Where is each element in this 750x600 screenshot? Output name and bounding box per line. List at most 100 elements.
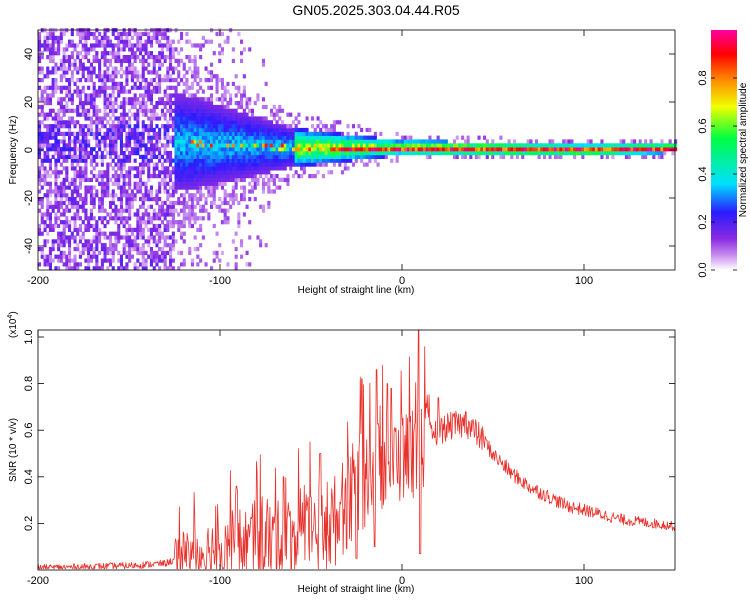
spectrogram-cell <box>655 147 659 152</box>
spectrogram-cell <box>76 104 80 110</box>
spectrogram-cell <box>204 143 208 148</box>
spectrogram-cell <box>188 131 192 136</box>
spectrogram-cell <box>114 204 118 209</box>
spectrogram-cell <box>537 147 541 152</box>
spectrogram-cell <box>46 262 50 267</box>
spectrogram-cell <box>65 131 69 136</box>
spectrogram-cell <box>38 151 42 156</box>
spectrogram-cell <box>275 139 279 144</box>
spectrogram-cell <box>92 120 96 125</box>
spectrogram-cell <box>201 235 205 240</box>
spectrogram-cell <box>57 151 61 156</box>
spectrogram-cell <box>133 66 137 71</box>
spectrogram-cell <box>311 151 315 156</box>
spectrogram-cell <box>204 262 208 267</box>
spectrogram-cell <box>147 135 151 140</box>
spectrogram-cell <box>193 139 197 144</box>
spectrogram-cell <box>188 101 192 106</box>
spectrogram-cell <box>253 124 257 129</box>
spectrogram-y-label: Frequency (Hz) <box>8 116 19 185</box>
spectrogram-cell <box>158 151 162 156</box>
spectrogram-cell <box>182 174 186 179</box>
spectrogram-cell <box>43 166 47 171</box>
spectrogram-cell <box>95 254 99 259</box>
spectrogram-cell <box>149 254 153 259</box>
spectrogram-cell <box>253 139 257 144</box>
spectrogram-cell <box>485 143 489 148</box>
spectrogram-cell <box>106 85 110 90</box>
spectrogram-cell <box>242 120 246 125</box>
spectrogram-cell <box>275 143 279 148</box>
spectrogram-cell <box>43 131 47 136</box>
spectrogram-cell <box>182 89 186 94</box>
spectrogram-cell <box>190 104 194 110</box>
spectrogram-cell <box>119 166 123 171</box>
spectrogram-cell <box>128 247 132 252</box>
y-tick-label: 40 <box>23 48 35 60</box>
spectrogram-cell <box>163 250 167 255</box>
spectrogram-cell <box>125 189 129 194</box>
spectrogram-cell <box>491 151 495 156</box>
spectrogram-cell <box>327 151 331 156</box>
spectrogram-cell <box>152 170 156 175</box>
spectrogram-cell <box>420 139 424 144</box>
spectrogram-cell <box>122 127 126 133</box>
spectrogram-cell <box>193 101 197 106</box>
spectrogram-cell <box>111 70 115 75</box>
spectrogram-cell <box>46 223 50 229</box>
spectrogram-cell <box>379 154 383 159</box>
spectrogram-cell <box>406 135 410 140</box>
spectrogram-cell <box>313 127 317 133</box>
spectrogram-cell <box>89 66 93 71</box>
spectrogram-cell <box>414 147 418 152</box>
spectrogram-cell <box>51 154 55 159</box>
spectrogram-cell <box>111 258 115 263</box>
spectrogram-cell <box>283 135 287 140</box>
spectrogram-cell <box>128 101 132 106</box>
spectrogram-cell <box>144 154 148 159</box>
spectrogram-cell <box>46 231 50 236</box>
spectrogram-cell <box>109 108 113 113</box>
spectrogram-cell <box>163 104 167 110</box>
spectrogram-cell <box>65 193 69 198</box>
spectrogram-cell <box>158 78 162 83</box>
spectrogram-cell <box>119 216 123 221</box>
spectrogram-cell <box>133 127 137 133</box>
spectrogram-cell <box>171 212 175 217</box>
spectrogram-cell <box>141 266 145 271</box>
spectrogram-cell <box>84 170 88 175</box>
spectrogram-cell <box>152 104 156 110</box>
spectrogram-cell <box>147 116 151 121</box>
spectrogram-cell <box>199 112 203 117</box>
spectrogram-cell <box>603 143 607 148</box>
spectrogram-cell <box>199 43 203 48</box>
spectrogram-cell <box>62 74 66 79</box>
spectrogram-cell <box>180 166 184 171</box>
spectrogram-cell <box>469 154 473 159</box>
spectrogram-cell <box>125 200 129 206</box>
spectrogram-cell <box>657 151 661 156</box>
spectrogram-cell <box>507 147 511 152</box>
spectrogram-cell <box>185 131 189 136</box>
spectrogram-cell <box>111 108 115 113</box>
spectrogram-cell <box>177 116 181 121</box>
spectrogram-cell <box>114 131 118 136</box>
spectrogram-cell <box>59 193 63 198</box>
spectrogram-cell <box>149 204 153 209</box>
spectrogram-cell <box>84 162 88 167</box>
spectrogram-cell <box>128 135 132 140</box>
spectrogram-cell <box>155 135 159 140</box>
spectrogram-cell <box>463 154 467 159</box>
spectrogram-cell <box>62 108 66 113</box>
spectrogram-cell <box>95 151 99 156</box>
spectrogram-cell <box>264 139 268 144</box>
spectrogram-cell <box>182 66 186 71</box>
spectrogram-cell <box>139 220 143 225</box>
spectrogram-cell <box>160 181 164 186</box>
spectrogram-cell <box>174 85 178 90</box>
spectrogram-cell <box>240 185 244 190</box>
spectrogram-cell <box>133 143 137 148</box>
spectrogram-cell <box>46 43 50 48</box>
spectrogram-cell <box>332 154 336 159</box>
spectrogram-cell <box>491 154 495 159</box>
